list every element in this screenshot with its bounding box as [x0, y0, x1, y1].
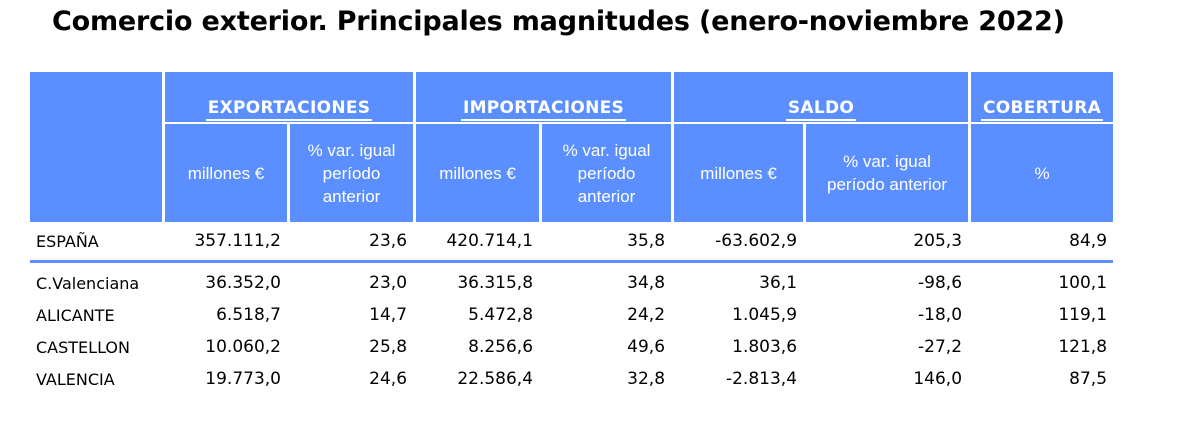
table-row: C.Valenciana 36.352,0 23,0 36.315,8 34,8…: [30, 263, 1113, 299]
group-header-exportaciones: EXPORTACIONES: [162, 72, 414, 122]
sub-header-imp-millones: millones €: [413, 122, 540, 222]
cell-saldo: 36,1: [759, 273, 798, 293]
group-header-cobertura: COBERTURA: [968, 72, 1114, 122]
cell-exp-var: 23,0: [369, 273, 408, 293]
row-name: ESPAÑA: [30, 222, 162, 263]
cell-imp-var: 34,8: [627, 273, 666, 293]
cell-saldo-var: -18,0: [918, 305, 963, 325]
cell-imp: 5.472,8: [468, 305, 534, 325]
sub-header-saldo-millones: millones €: [671, 122, 804, 222]
sub-header-exp-millones: millones €: [162, 122, 287, 222]
trade-table: EXPORTACIONES IMPORTACIONES SALDO COBERT…: [30, 72, 1114, 395]
cell-saldo: 1.045,9: [732, 305, 798, 325]
cell-imp: 420.714,1: [413, 222, 540, 263]
cell-cobertura: 100,1: [1058, 273, 1108, 293]
row-name: C.Valenciana: [36, 273, 140, 293]
cell-exp: 6.518,7: [216, 305, 281, 325]
row-name: CASTELLON: [36, 337, 130, 357]
cell-exp: 36.352,0: [205, 273, 281, 293]
table-row: ALICANTE 6.518,7 14,7 5.472,8 24,2 1.045…: [30, 299, 1113, 331]
group-header-saldo: SALDO: [671, 72, 969, 122]
cell-imp: 22.586,4: [457, 369, 534, 389]
cell-saldo-var: -27,2: [918, 337, 963, 357]
cell-saldo: -2.813,4: [725, 369, 798, 389]
row-name: VALENCIA: [36, 369, 115, 389]
sub-header-imp-var: % var. igual período anterior: [539, 122, 672, 222]
group-label-saldo: SALDO: [785, 98, 857, 121]
cell-cobertura: 121,8: [1058, 337, 1108, 357]
corner-header-cell: [30, 72, 162, 222]
cell-saldo: -63.602,9: [671, 222, 804, 263]
cell-exp: 19.773,0: [205, 369, 281, 389]
group-label-cobertura: COBERTURA: [980, 98, 1104, 121]
cell-cobertura: 119,1: [1058, 305, 1108, 325]
cell-imp-var: 35,8: [539, 222, 672, 263]
page-title: Comercio exterior. Principales magnitude…: [52, 6, 1065, 37]
cell-saldo-var: 205,3: [803, 222, 969, 263]
table-row: VALENCIA 19.773,0 24,6 22.586,4 32,8 -2.…: [30, 363, 1113, 395]
cell-cobertura: 84,9: [968, 222, 1114, 263]
group-label-importaciones: IMPORTACIONES: [460, 98, 627, 121]
sub-header-row: millones € % var. igual período anterior…: [30, 122, 1114, 222]
table-row: CASTELLON 10.060,2 25,8 8.256,6 49,6 1.8…: [30, 331, 1113, 363]
cell-cobertura: 87,5: [1069, 369, 1108, 389]
cell-exp: 357.111,2: [162, 222, 287, 263]
sub-header-exp-var: % var. igual período anterior: [287, 122, 414, 222]
cell-imp-var: 49,6: [627, 337, 666, 357]
sub-header-saldo-var: % var. igual período anterior: [803, 122, 969, 222]
cell-exp-var: 25,8: [369, 337, 408, 357]
cell-saldo-var: 146,0: [913, 369, 963, 389]
cell-exp-var: 23,6: [287, 222, 414, 263]
cell-saldo: 1.803,6: [732, 337, 798, 357]
group-header-importaciones: IMPORTACIONES: [413, 72, 672, 122]
cell-imp-var: 32,8: [627, 369, 666, 389]
cell-imp: 36.315,8: [457, 273, 534, 293]
cell-exp: 10.060,2: [205, 337, 281, 357]
cell-exp-var: 14,7: [369, 305, 408, 325]
group-label-exportaciones: EXPORTACIONES: [205, 98, 373, 121]
table-row: ESPAÑA 357.111,2 23,6 420.714,1 35,8 -63…: [30, 222, 1114, 263]
cell-imp-var: 24,2: [627, 305, 666, 325]
sub-header-cobertura-pct: %: [968, 122, 1114, 222]
row-name: ALICANTE: [36, 305, 115, 325]
cell-saldo-var: -98,6: [918, 273, 963, 293]
cell-exp-var: 24,6: [369, 369, 408, 389]
group-header-row: EXPORTACIONES IMPORTACIONES SALDO COBERT…: [30, 72, 1114, 222]
cell-imp: 8.256,6: [468, 337, 534, 357]
